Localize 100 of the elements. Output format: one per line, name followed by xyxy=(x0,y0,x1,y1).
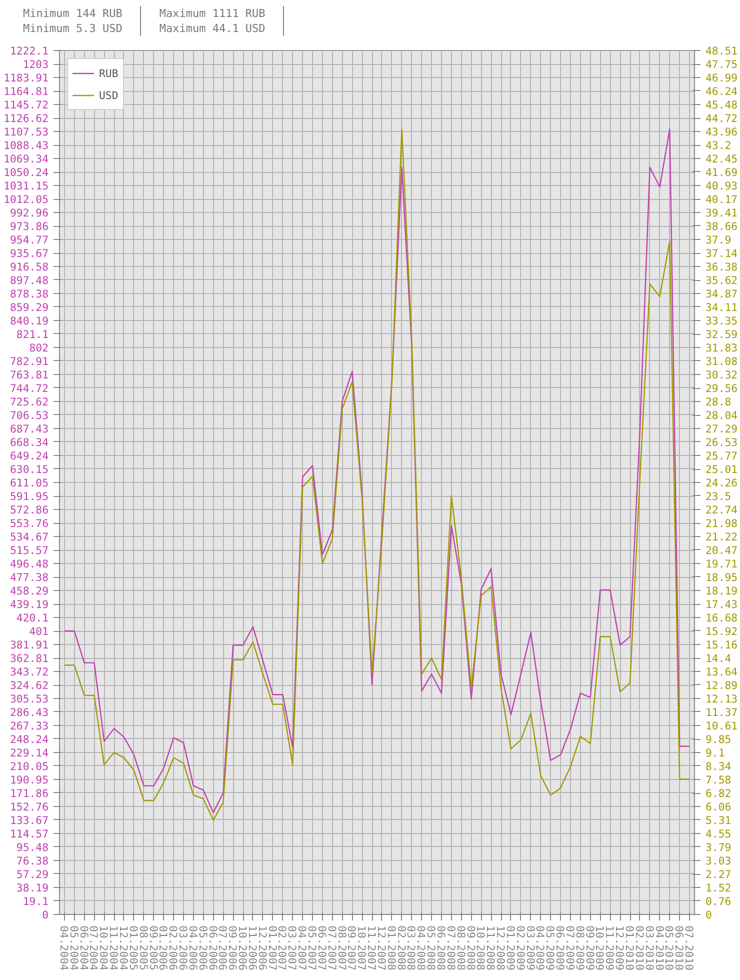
y2-tick-label: 40.93 xyxy=(706,180,738,193)
y-tick-label: 725.62 xyxy=(10,396,49,408)
y2-tick-label: 40.17 xyxy=(706,193,738,206)
y2-tick-label: 28.04 xyxy=(706,409,738,422)
y-tick-label: 802 xyxy=(29,342,49,354)
y2-tick-label: 2.27 xyxy=(706,868,732,882)
y2-tick-label: 28.8 xyxy=(706,396,732,409)
y-tick-label: 1222.1 xyxy=(10,44,49,58)
y-tick-label: 38.19 xyxy=(16,882,48,894)
y-tick-label: 572.86 xyxy=(10,504,49,516)
y-tick-label: 19.1 xyxy=(22,894,49,908)
y2-tick-label: 11.37 xyxy=(706,706,738,719)
y2-tick-label: 31.08 xyxy=(706,354,738,368)
y2-tick-label: 48.51 xyxy=(706,44,738,58)
y-tick-label: 229.14 xyxy=(10,746,49,760)
y-tick-label: 0 xyxy=(42,908,49,922)
y2-tick-label: 14.4 xyxy=(706,652,732,666)
y2-tick-label: 9.1 xyxy=(706,746,725,760)
y-tick-label: 439.19 xyxy=(10,598,49,611)
y2-tick-label: 0 xyxy=(706,908,712,922)
y-tick-label: 1164.81 xyxy=(4,85,49,98)
y-tick-label: 496.48 xyxy=(10,558,49,570)
y2-tick-label: 8.34 xyxy=(706,760,732,773)
y2-tick-label: 37.14 xyxy=(706,247,738,260)
y-tick-label: 57.29 xyxy=(16,868,48,881)
y-tick-label: 992.96 xyxy=(10,206,49,220)
y-tick-label: 1088.43 xyxy=(4,139,49,152)
y2-tick-label: 0.76 xyxy=(706,894,732,908)
y-tick-label: 1069.34 xyxy=(4,152,49,166)
y-tick-label: 1126.62 xyxy=(4,112,49,125)
y-tick-label: 1050.24 xyxy=(4,166,49,179)
y2-tick-label: 47.75 xyxy=(706,58,738,72)
legend-label: USD xyxy=(99,88,119,102)
y-tick-label: 1145.72 xyxy=(4,98,49,112)
y-tick-label: 916.58 xyxy=(10,260,49,274)
y2-tick-label: 43.2 xyxy=(706,139,732,152)
y2-tick-label: 32.59 xyxy=(706,328,738,342)
y-tick-label: 1183.91 xyxy=(4,72,49,84)
y-tick-label: 114.57 xyxy=(10,828,49,840)
y2-tick-label: 27.29 xyxy=(706,422,738,436)
y-tick-label: 210.05 xyxy=(10,760,49,773)
y-tick-label: 76.38 xyxy=(16,854,48,868)
y-tick-label: 267.33 xyxy=(10,720,49,733)
y-tick-label: 305.53 xyxy=(10,692,49,706)
y2-tick-label: 25.01 xyxy=(706,463,738,476)
y2-tick-label: 18.19 xyxy=(706,584,738,598)
y2-tick-label: 17.43 xyxy=(706,598,738,612)
y-tick-label: 553.76 xyxy=(10,517,49,530)
y2-tick-label: 13.64 xyxy=(706,666,738,679)
y-tick-label: 954.77 xyxy=(10,233,49,246)
y2-tick-label: 25.77 xyxy=(706,450,738,463)
y-tick-label: 324.62 xyxy=(10,679,49,692)
y2-tick-label: 24.26 xyxy=(706,476,738,490)
y2-tick-label: 4.55 xyxy=(706,827,732,840)
y-tick-label: 744.72 xyxy=(10,382,49,395)
y-tick-label: 1012.05 xyxy=(4,193,49,206)
y2-tick-label: 34.87 xyxy=(706,287,738,300)
y2-tick-label: 18.95 xyxy=(706,570,738,584)
y2-tick-label: 44.72 xyxy=(706,112,738,126)
y2-tick-label: 23.5 xyxy=(706,490,732,503)
y2-tick-label: 3.79 xyxy=(706,840,732,854)
y-tick-label: 649.24 xyxy=(10,450,49,462)
y-tick-label: 973.86 xyxy=(10,220,49,233)
y2-tick-label: 21.98 xyxy=(706,517,738,530)
text: Minimum 144 RUB xyxy=(23,7,122,20)
y2-tick-label: 5.31 xyxy=(706,814,732,827)
y-tick-label: 420.1 xyxy=(16,612,48,624)
y-tick-label: 668.34 xyxy=(10,436,49,449)
y2-tick-label: 39.41 xyxy=(706,206,738,220)
y-tick-label: 840.19 xyxy=(10,314,49,328)
y2-tick-label: 46.24 xyxy=(706,84,738,98)
y2-tick-label: 20.47 xyxy=(706,544,738,557)
y2-tick-label: 41.69 xyxy=(706,166,738,179)
y-tick-label: 362.81 xyxy=(10,652,49,665)
y2-tick-label: 12.13 xyxy=(706,692,738,706)
y2-tick-label: 12.89 xyxy=(706,678,738,692)
y-tick-label: 878.38 xyxy=(10,288,49,301)
y2-tick-label: 19.71 xyxy=(706,557,738,570)
y-tick-label: 401 xyxy=(29,625,49,638)
y2-tick-label: 21.22 xyxy=(706,530,738,544)
y-tick-label: 859.29 xyxy=(10,301,49,314)
y-tick-label: 477.38 xyxy=(10,571,49,584)
y2-tick-label: 9.85 xyxy=(706,733,732,746)
y2-tick-label: 36.38 xyxy=(706,260,738,274)
y2-tick-label: 31.83 xyxy=(706,342,738,355)
y-tick-label: 458.29 xyxy=(10,584,49,598)
y2-tick-label: 43.96 xyxy=(706,126,738,139)
y-tick-label: 1107.53 xyxy=(4,126,49,138)
y2-tick-label: 15.16 xyxy=(706,638,738,652)
y-tick-label: 897.48 xyxy=(10,274,49,287)
text: Minimum 5.3 USD xyxy=(23,22,122,35)
y-tick-label: 935.67 xyxy=(10,247,49,260)
y2-tick-label: 29.56 xyxy=(706,382,738,396)
y2-tick-label: 46.99 xyxy=(706,72,738,85)
y-tick-label: 591.95 xyxy=(10,490,49,504)
y-tick-label: 763.81 xyxy=(10,368,49,382)
y-tick-label: 133.67 xyxy=(10,814,49,827)
y2-tick-label: 7.58 xyxy=(706,773,732,786)
y2-tick-label: 6.82 xyxy=(706,787,732,800)
y-tick-label: 821.1 xyxy=(16,328,48,341)
